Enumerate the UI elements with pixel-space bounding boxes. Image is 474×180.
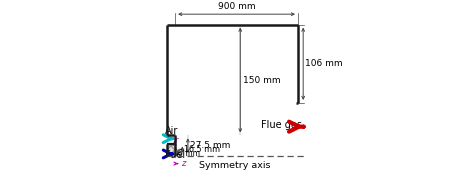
- Text: z: z: [182, 159, 186, 168]
- Bar: [167, 143, 175, 156]
- Text: 900 mm: 900 mm: [218, 2, 255, 11]
- Text: 6 mm: 6 mm: [178, 149, 201, 158]
- Text: Symmetry axis: Symmetry axis: [199, 161, 271, 170]
- Text: 150 mm: 150 mm: [243, 76, 281, 85]
- Text: r: r: [175, 136, 179, 145]
- Text: 106 mm: 106 mm: [305, 59, 343, 68]
- Text: Air: Air: [165, 126, 179, 136]
- Text: Fuel: Fuel: [165, 150, 185, 160]
- Text: 27.5 mm: 27.5 mm: [190, 141, 230, 150]
- Text: 16.5 mm: 16.5 mm: [183, 145, 220, 154]
- Text: Flue gas: Flue gas: [261, 120, 302, 130]
